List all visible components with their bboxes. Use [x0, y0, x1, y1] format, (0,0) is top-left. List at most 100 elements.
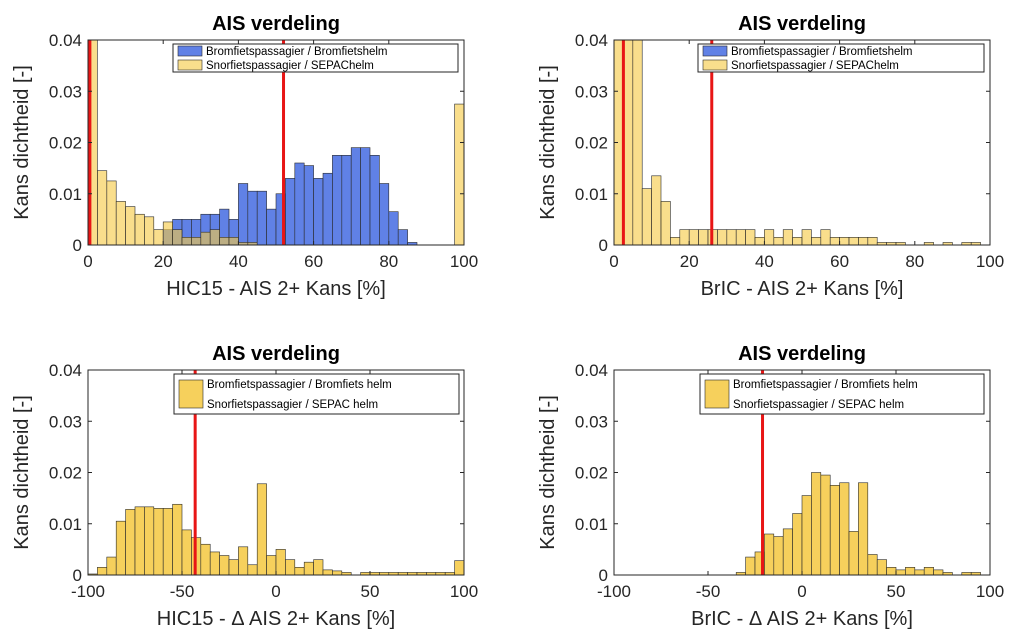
chart-panel-2: 0 20 40 60 80 100 0 0.01 0.02 0.03 0.04 AIS verdeli… — [537, 13, 1004, 300]
bar — [651, 175, 662, 246]
legend-label: Bromfietspassagier / Bromfiets helm — [207, 379, 392, 391]
legend-swatch — [178, 379, 204, 409]
bar — [698, 229, 709, 246]
y-tick-label: 0 — [73, 236, 82, 255]
bar — [933, 569, 944, 576]
bar — [688, 229, 699, 246]
y-tick-label: 0.04 — [575, 31, 608, 50]
x-tick-label: 0 — [797, 582, 806, 601]
bar — [303, 165, 314, 246]
bar — [905, 567, 916, 576]
bar — [115, 201, 126, 246]
bar — [782, 229, 793, 246]
bar — [350, 147, 361, 246]
legend-label: Snorfietspassagier / SEPAChelm — [731, 60, 899, 72]
bar — [106, 556, 117, 576]
bar — [820, 229, 831, 246]
bar — [266, 208, 277, 246]
bar — [313, 559, 324, 576]
series-2 — [87, 39, 465, 246]
y-tick-label: 0.03 — [575, 82, 608, 101]
bar — [886, 567, 897, 576]
legend-swatch — [177, 59, 203, 71]
bar — [153, 229, 164, 246]
bar — [632, 39, 643, 246]
y-axis-label: Kans dichtheid [-] — [11, 65, 33, 220]
bar — [369, 155, 380, 246]
chart-title: AIS verdeling — [212, 13, 340, 35]
legend: Bromfietspassagier / Bromfietshelm Snorfi… — [697, 43, 985, 73]
y-tick-label: 0 — [599, 236, 608, 255]
y-tick-label: 0.02 — [575, 134, 608, 153]
bar — [219, 237, 230, 246]
bar — [228, 559, 239, 576]
y-tick-label: 0.01 — [49, 515, 82, 534]
bar — [97, 170, 108, 246]
bar — [717, 229, 728, 246]
bar — [454, 560, 465, 576]
series-1 — [162, 147, 418, 246]
bar — [134, 213, 145, 246]
legend-swatch — [702, 45, 728, 57]
x-tick-label: -100 — [597, 582, 631, 601]
bar — [360, 147, 371, 246]
bar — [829, 237, 840, 246]
bar — [209, 551, 220, 576]
x-axis-label: HIC15 - Δ AIS 2+ Kans [%] — [157, 608, 395, 630]
bar — [801, 495, 812, 576]
plot-area — [614, 40, 990, 245]
bar — [181, 237, 192, 246]
legend-box — [699, 373, 985, 415]
bar — [735, 229, 746, 246]
bar — [162, 508, 173, 576]
bar — [313, 178, 324, 246]
bar — [379, 183, 390, 246]
bar — [97, 567, 108, 576]
bar — [839, 237, 850, 246]
y-tick-label: 0.02 — [49, 134, 82, 153]
bar — [745, 229, 756, 246]
bar — [341, 155, 352, 246]
y-tick-label: 0.04 — [49, 361, 82, 380]
bar — [848, 237, 859, 246]
bar — [811, 472, 822, 576]
bar — [162, 221, 173, 246]
bar — [923, 567, 934, 576]
y-axis-label: Kans dichtheid [-] — [11, 395, 33, 550]
bar — [191, 237, 202, 246]
legend-label: Snorfietspassagier / SEPAC helm — [733, 399, 904, 411]
bar — [275, 549, 286, 576]
bar — [876, 559, 887, 576]
y-tick-label: 0.02 — [49, 464, 82, 483]
legend-label: Bromfietspassagier / Bromfiets helm — [733, 379, 918, 391]
x-tick-label: 100 — [976, 582, 1004, 601]
bar — [294, 162, 305, 246]
bar — [726, 229, 737, 246]
x-axis-label: BrIC - AIS 2+ Kans [%] — [701, 278, 904, 300]
bar — [144, 216, 155, 246]
y-tick-label: 0 — [73, 566, 82, 585]
bar — [144, 506, 155, 576]
chart-title: AIS verdeling — [212, 343, 340, 365]
legend-label: Snorfietspassagier / SEPAC helm — [207, 399, 378, 411]
legend-label: Bromfietspassagier / Bromfietshelm — [206, 46, 388, 58]
legend-box — [172, 43, 459, 73]
bar — [247, 564, 258, 576]
bar — [266, 555, 277, 576]
bar — [125, 206, 136, 246]
bar — [332, 570, 343, 576]
legend-label: Snorfietspassagier / SEPAChelm — [206, 60, 374, 72]
bar — [820, 474, 831, 576]
bar — [106, 180, 117, 246]
x-tick-label: 100 — [450, 582, 478, 601]
y-tick-label: 0.01 — [49, 185, 82, 204]
bar — [172, 229, 183, 246]
series-1 — [87, 483, 465, 576]
y-tick-label: 0 — [599, 566, 608, 585]
x-tick-label: 60 — [304, 252, 323, 271]
x-tick-label: 0 — [83, 252, 92, 271]
bar — [397, 229, 408, 246]
y-tick-label: 0.04 — [49, 31, 82, 50]
bar — [792, 237, 803, 246]
bar — [829, 485, 840, 576]
